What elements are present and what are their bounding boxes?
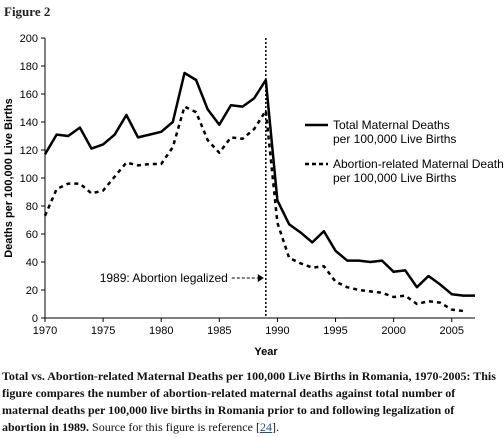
- caption-source-text: Source for this figure is reference [: [89, 420, 260, 434]
- x-tick-label: 1985: [207, 325, 231, 337]
- x-tick-label: 1990: [265, 325, 289, 337]
- x-tick-label: 2005: [440, 325, 464, 337]
- series-group: [43, 71, 475, 313]
- x-tick-label: 1980: [149, 325, 173, 337]
- y-tick-label: 80: [26, 201, 38, 213]
- reference-link[interactable]: 24: [259, 420, 272, 434]
- y-axis-ticks: 0 20 40 60 80 100 120 140 160 180 200: [20, 33, 45, 325]
- legend-total-label: Total Maternal Deaths per 100,000 Live Bi…: [333, 118, 456, 146]
- caption-end: ].: [271, 420, 279, 434]
- y-tick-label: 0: [32, 313, 38, 325]
- legend-abortion-label: Abortion-related Maternal Deaths per 100,…: [333, 157, 504, 185]
- series-total-line: [43, 71, 475, 297]
- y-tick-label: 60: [26, 229, 38, 241]
- y-tick-label: 20: [26, 285, 38, 297]
- x-tick-label: 1975: [91, 325, 115, 337]
- legend: Total Maternal Deaths per 100,000 Live Bi…: [305, 118, 504, 185]
- figure-label: Figure 2: [4, 4, 51, 19]
- y-tick-label: 40: [26, 257, 38, 269]
- y-tick-label: 200: [20, 33, 38, 45]
- annotation-text: 1989: Abortion legalized: [100, 271, 228, 285]
- figure-caption: Total vs. Abortion-related Maternal Deat…: [2, 368, 500, 436]
- x-axis-ticks: 1970 1975 1980 1985 1990 1995 2000 2005: [33, 318, 464, 337]
- line-chart: 0 20 40 60 80 100 120 140 160 180 200 1970 1975 1980…: [3, 33, 504, 358]
- caption-bold-text: Total vs. Abortion-related Maternal Deat…: [2, 369, 496, 434]
- y-tick-label: 180: [20, 61, 38, 73]
- y-tick-label: 140: [20, 117, 38, 129]
- series-abortion-line: [43, 105, 464, 313]
- x-axis-label: Year: [254, 346, 278, 358]
- x-tick-label: 1995: [323, 325, 347, 337]
- y-tick-label: 160: [20, 89, 38, 101]
- y-tick-label: 120: [20, 145, 38, 157]
- annotation-arrowhead: [257, 274, 264, 282]
- y-axis-label: Deaths per 100,000 Live Births: [3, 98, 15, 258]
- x-tick-label: 2000: [381, 325, 405, 337]
- x-tick-label: 1970: [33, 325, 57, 337]
- y-tick-label: 100: [20, 173, 38, 185]
